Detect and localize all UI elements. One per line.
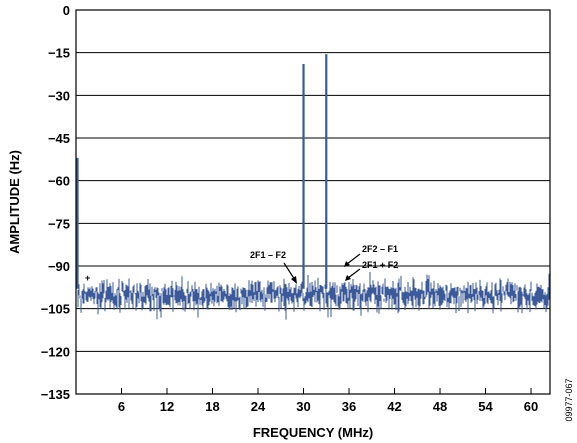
y-axis-label: AMPLITUDE (Hz) bbox=[7, 150, 22, 254]
x-tick-label: 12 bbox=[160, 399, 174, 414]
y-tick-label: −45 bbox=[48, 131, 70, 146]
y-tick-label: −120 bbox=[41, 344, 70, 359]
y-tick-label: −90 bbox=[48, 259, 70, 274]
y-tick-label: −75 bbox=[48, 216, 70, 231]
svg-text:2F2 – F1: 2F2 – F1 bbox=[362, 244, 398, 254]
figure-id: 09977-067 bbox=[564, 378, 574, 421]
y-tick-labels: 0 −15 −30 −45 −60 −75 −90 −105 −120 −135 bbox=[41, 3, 70, 402]
plot-frame bbox=[75, 9, 551, 395]
annotation-2f1-plus-f2: 2F1 + F2 bbox=[345, 260, 398, 281]
annotation-plus-marker: + bbox=[85, 273, 90, 283]
annotation-2f1-minus-f2: 2F1 – F2 bbox=[250, 250, 297, 284]
y-tick-label: −105 bbox=[41, 302, 70, 317]
y-tick-label: −30 bbox=[48, 88, 70, 103]
y-tick-label: 0 bbox=[63, 3, 70, 18]
spectrum-series bbox=[76, 54, 551, 320]
x-tick-label: 6 bbox=[118, 399, 125, 414]
y-tick-label: −15 bbox=[48, 46, 70, 61]
x-tick-label: 18 bbox=[205, 399, 219, 414]
svg-text:2F1 – F2: 2F1 – F2 bbox=[250, 250, 286, 260]
svg-text:2F1 + F2: 2F1 + F2 bbox=[362, 260, 398, 270]
x-tick-label: 42 bbox=[387, 399, 401, 414]
noise-floor bbox=[77, 271, 551, 320]
x-tick-label: 24 bbox=[251, 399, 266, 414]
y-tick-label: −60 bbox=[48, 174, 70, 189]
x-tick-label: 60 bbox=[524, 399, 538, 414]
x-tick-labels: 6 12 18 24 30 36 42 48 54 60 bbox=[118, 399, 538, 414]
x-tick-label: 48 bbox=[433, 399, 447, 414]
annotation-2f2-minus-f1: 2F2 – F1 bbox=[344, 244, 398, 267]
x-tick-label: 54 bbox=[478, 399, 493, 414]
x-tick-label: 36 bbox=[342, 399, 356, 414]
x-axis-label: FREQUENCY (MHz) bbox=[253, 425, 373, 440]
x-tick-label: 30 bbox=[296, 399, 310, 414]
y-tick-label: −135 bbox=[41, 387, 70, 402]
